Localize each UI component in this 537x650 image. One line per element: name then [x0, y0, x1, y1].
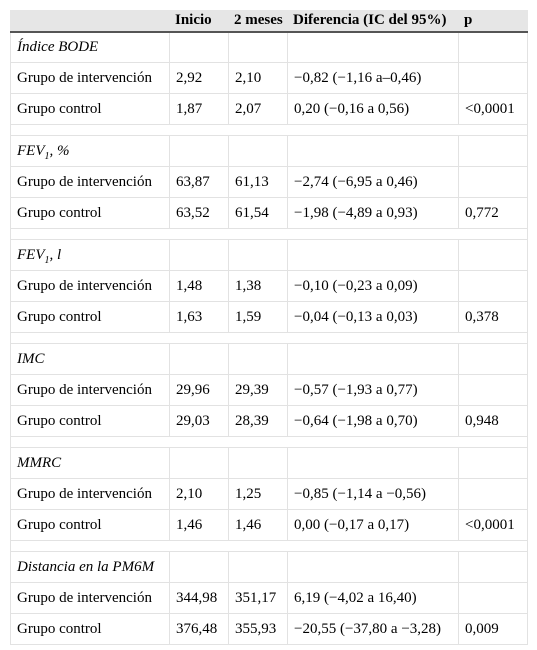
header-diferencia: Diferencia (IC del 95%): [287, 10, 459, 33]
section-row: MMRC: [10, 447, 528, 479]
header-label: [10, 10, 170, 33]
p-cell: [458, 270, 528, 302]
table-row: Grupo control 29,03 28,39 −0,64 (−1,98 a…: [10, 405, 528, 437]
diferencia-cell: −0,82 (−1,16 a–0,46): [287, 62, 459, 94]
inicio-cell: 2,92: [169, 62, 229, 94]
inicio-cell: 63,52: [169, 197, 229, 229]
header-2-meses: 2 meses: [228, 10, 288, 33]
section-title: IMC: [10, 343, 170, 375]
diferencia-cell: −0,64 (−1,98 a 0,70): [287, 405, 459, 437]
table-row: Grupo control 376,48 355,93 −20,55 (−37,…: [10, 613, 528, 645]
group-cell: Grupo control: [10, 301, 170, 333]
p-cell: <0,0001: [458, 509, 528, 541]
section-row: IMC: [10, 343, 528, 375]
table-row: Grupo de intervención 2,92 2,10 −0,82 (−…: [10, 62, 528, 94]
inicio-cell: 2,10: [169, 478, 229, 510]
header-inicio: Inicio: [169, 10, 229, 33]
diferencia-cell: 0,20 (−0,16 a 0,56): [287, 93, 459, 125]
diferencia-cell: −0,85 (−1,14 a −0,56): [287, 478, 459, 510]
inicio-cell: 344,98: [169, 582, 229, 614]
p-cell: [458, 582, 528, 614]
group-cell: Grupo de intervención: [10, 582, 170, 614]
table-row: Grupo control 1,87 2,07 0,20 (−0,16 a 0,…: [10, 93, 528, 125]
section-title: MMRC: [10, 447, 170, 479]
diferencia-cell: 6,19 (−4,02 a 16,40): [287, 582, 459, 614]
table-row: Grupo de intervención 29,96 29,39 −0,57 …: [10, 374, 528, 406]
group-cell: Grupo control: [10, 613, 170, 645]
group-cell: Grupo control: [10, 93, 170, 125]
diferencia-cell: −0,04 (−0,13 a 0,03): [287, 301, 459, 333]
meses-cell: 29,39: [228, 374, 288, 406]
diferencia-cell: −0,57 (−1,93 a 0,77): [287, 374, 459, 406]
p-cell: <0,0001: [458, 93, 528, 125]
spacer-row: [10, 436, 528, 448]
section-row: Índice BODE: [10, 31, 528, 63]
group-cell: Grupo de intervención: [10, 62, 170, 94]
p-cell: [458, 478, 528, 510]
table-row: Grupo de intervención 1,48 1,38 −0,10 (−…: [10, 270, 528, 302]
header-row: Inicio 2 meses Diferencia (IC del 95%) p: [10, 10, 528, 33]
table-row: Grupo control 63,52 61,54 −1,98 (−4,89 a…: [10, 197, 528, 229]
meses-cell: 2,10: [228, 62, 288, 94]
table-row: Grupo control 1,46 1,46 0,00 (−0,17 a 0,…: [10, 509, 528, 541]
p-cell: [458, 374, 528, 406]
meses-cell: 1,38: [228, 270, 288, 302]
diferencia-cell: 0,00 (−0,17 a 0,17): [287, 509, 459, 541]
group-cell: Grupo control: [10, 405, 170, 437]
section-title: FEV1, l: [10, 239, 170, 271]
section-row: Distancia en la PM6M: [10, 551, 528, 583]
inicio-cell: 1,46: [169, 509, 229, 541]
results-table: Inicio 2 meses Diferencia (IC del 95%) p…: [10, 10, 528, 645]
section-title: FEV1, %: [10, 135, 170, 167]
section-row: FEV1, l: [10, 239, 528, 271]
spacer-row: [10, 124, 528, 136]
table-row: Grupo control 1,63 1,59 −0,04 (−0,13 a 0…: [10, 301, 528, 333]
p-cell: 0,772: [458, 197, 528, 229]
inicio-cell: 29,96: [169, 374, 229, 406]
diferencia-cell: −0,10 (−0,23 a 0,09): [287, 270, 459, 302]
p-cell: [458, 166, 528, 198]
group-cell: Grupo de intervención: [10, 478, 170, 510]
inicio-cell: 63,87: [169, 166, 229, 198]
header-p: p: [458, 10, 528, 33]
meses-cell: 61,54: [228, 197, 288, 229]
group-cell: Grupo de intervención: [10, 374, 170, 406]
inicio-cell: 1,63: [169, 301, 229, 333]
table-row: Grupo de intervención 2,10 1,25 −0,85 (−…: [10, 478, 528, 510]
meses-cell: 61,13: [228, 166, 288, 198]
inicio-cell: 1,87: [169, 93, 229, 125]
inicio-cell: 1,48: [169, 270, 229, 302]
section-title: Distancia en la PM6M: [10, 551, 170, 583]
meses-cell: 2,07: [228, 93, 288, 125]
p-cell: 0,378: [458, 301, 528, 333]
meses-cell: 351,17: [228, 582, 288, 614]
p-cell: [458, 62, 528, 94]
p-cell: 0,009: [458, 613, 528, 645]
diferencia-cell: −2,74 (−6,95 a 0,46): [287, 166, 459, 198]
p-cell: 0,948: [458, 405, 528, 437]
meses-cell: 1,25: [228, 478, 288, 510]
diferencia-cell: −1,98 (−4,89 a 0,93): [287, 197, 459, 229]
meses-cell: 28,39: [228, 405, 288, 437]
section-title: Índice BODE: [10, 31, 170, 63]
spacer-row: [10, 332, 528, 344]
meses-cell: 1,59: [228, 301, 288, 333]
group-cell: Grupo control: [10, 509, 170, 541]
section-row: FEV1, %: [10, 135, 528, 167]
group-cell: Grupo control: [10, 197, 170, 229]
diferencia-cell: −20,55 (−37,80 a −3,28): [287, 613, 459, 645]
spacer-row: [10, 540, 528, 552]
group-cell: Grupo de intervención: [10, 166, 170, 198]
inicio-cell: 376,48: [169, 613, 229, 645]
meses-cell: 355,93: [228, 613, 288, 645]
meses-cell: 1,46: [228, 509, 288, 541]
group-cell: Grupo de intervención: [10, 270, 170, 302]
table-row: Grupo de intervención 63,87 61,13 −2,74 …: [10, 166, 528, 198]
spacer-row: [10, 228, 528, 240]
table-row: Grupo de intervención 344,98 351,17 6,19…: [10, 582, 528, 614]
inicio-cell: 29,03: [169, 405, 229, 437]
